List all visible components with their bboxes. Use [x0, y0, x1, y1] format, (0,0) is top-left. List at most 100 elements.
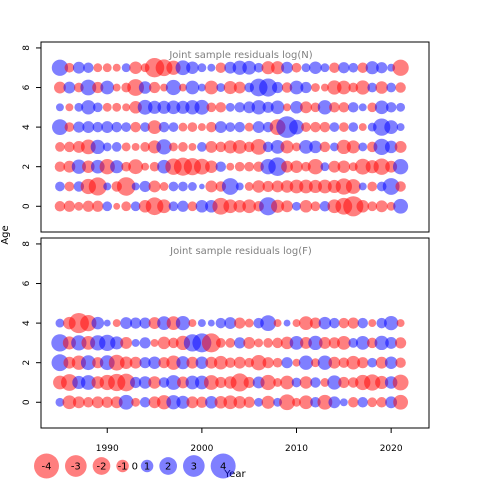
bubble [384, 120, 398, 134]
bubble [205, 140, 218, 153]
bubble [215, 161, 227, 172]
bubble [234, 161, 245, 172]
bubble [63, 200, 75, 212]
bubble [356, 200, 370, 213]
bubble [54, 161, 66, 172]
bubble [121, 201, 132, 212]
bubble [317, 394, 333, 410]
bubble [148, 100, 162, 114]
bubble [259, 78, 278, 97]
bubble [205, 160, 218, 173]
bubble [160, 83, 168, 92]
bubble [300, 101, 312, 114]
legend-bubble [65, 455, 87, 477]
bubble [336, 336, 351, 350]
bubble [165, 79, 182, 96]
bubble [319, 201, 331, 212]
y-tick-label: 0 [22, 203, 32, 209]
y-tick-label: 2 [22, 360, 32, 366]
bubble [280, 180, 294, 193]
bubble [186, 356, 199, 369]
bubble [254, 397, 264, 407]
bubble [223, 199, 238, 214]
bubble [394, 140, 407, 153]
bubble [186, 61, 199, 74]
bubble [215, 102, 227, 113]
bubble [308, 335, 323, 351]
bubble [320, 162, 330, 172]
bubble [300, 81, 312, 94]
bubble [358, 142, 368, 152]
bubble [298, 355, 314, 370]
bubble [262, 101, 274, 113]
bubble [176, 395, 190, 409]
bubble [112, 319, 121, 328]
bubble [101, 396, 113, 408]
bubble [348, 122, 359, 132]
bubble [55, 318, 65, 328]
bubble [253, 62, 264, 73]
bubble [339, 398, 348, 407]
y-tick-label: 4 [22, 124, 32, 130]
bubble [131, 182, 140, 191]
bubble [337, 160, 351, 173]
bubble [289, 336, 304, 350]
bubble [51, 354, 69, 372]
bubble [251, 100, 266, 115]
bubble [112, 83, 121, 92]
bubble [235, 182, 244, 191]
bubble [188, 142, 197, 151]
bubble [328, 160, 341, 173]
bubble [338, 317, 350, 329]
bubble [139, 317, 151, 329]
legend-label: 2 [165, 462, 171, 473]
x-tick-label: 2000 [190, 444, 213, 454]
bubble [300, 336, 312, 349]
bubble [102, 201, 113, 212]
bubble [130, 201, 141, 212]
bubble [121, 122, 132, 132]
bubble [63, 81, 76, 94]
bubble [270, 100, 285, 115]
bubble [64, 181, 75, 192]
bubble [260, 315, 277, 332]
bubble [244, 161, 255, 172]
bubble [187, 122, 198, 132]
bubble [392, 374, 409, 391]
bubble [271, 61, 285, 75]
bubble [260, 374, 276, 391]
bubble [385, 336, 398, 349]
bubble [261, 395, 275, 409]
bubble [196, 396, 208, 408]
bubble [101, 121, 114, 134]
bubble [215, 376, 227, 389]
bubble [259, 197, 278, 216]
bubble [102, 63, 112, 73]
bubble [175, 60, 191, 76]
bubble [195, 356, 209, 369]
bubble [80, 375, 96, 390]
bubble [375, 200, 388, 213]
bubble [376, 62, 388, 74]
bubble [226, 162, 235, 171]
bubble [62, 395, 77, 410]
bubble [384, 140, 398, 154]
bubble [197, 123, 206, 132]
bubble [214, 396, 228, 409]
bubble [393, 394, 409, 410]
bubble [251, 355, 267, 371]
bubble [270, 140, 285, 154]
legend-label: 0 [132, 462, 138, 473]
bubble [129, 61, 142, 74]
bubble [243, 336, 256, 349]
bubble [110, 336, 124, 350]
bubble [110, 160, 124, 174]
bubble [367, 357, 378, 368]
bubble [178, 122, 188, 132]
bubble [103, 319, 111, 327]
legend: -4 -3 -2 -1 0 1 2 3 4 [34, 453, 236, 479]
legend-bubble [210, 453, 236, 479]
bubble [188, 319, 197, 328]
bubble [111, 142, 122, 152]
bubble [63, 160, 76, 173]
